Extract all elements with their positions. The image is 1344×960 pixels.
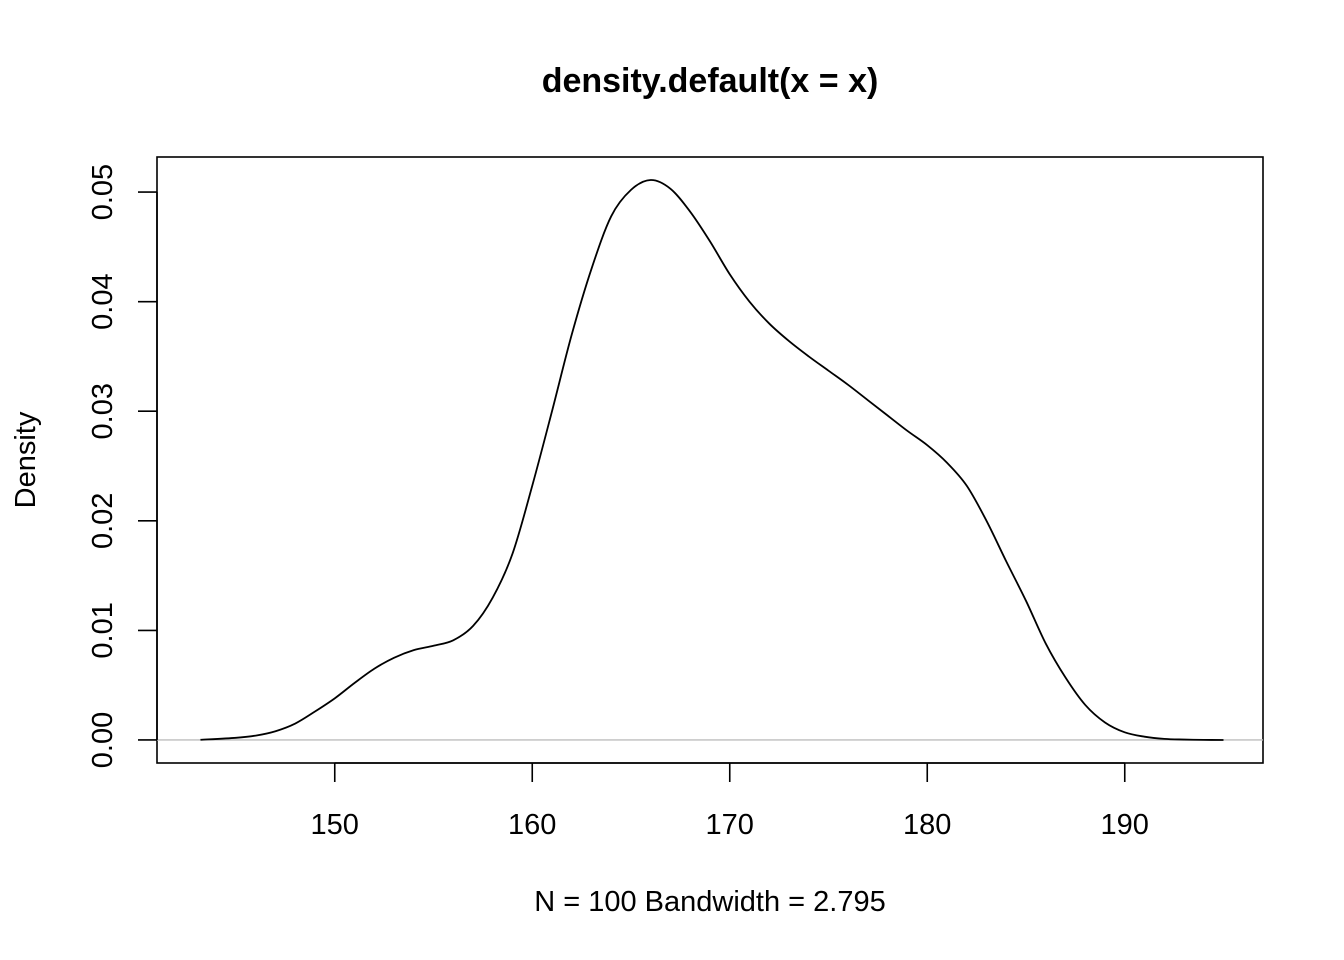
y-tick-label: 0.05 — [87, 164, 119, 220]
y-tick-label: 0.02 — [87, 493, 119, 549]
y-tick-label: 0.03 — [87, 383, 119, 439]
y-tick-label: 0.04 — [87, 273, 119, 329]
x-tick-label: 170 — [706, 809, 754, 841]
x-tick-label: 160 — [508, 809, 556, 841]
y-axis: 0.00 0.01 0.02 0.03 0.04 0.05 — [87, 164, 158, 768]
y-tick-label: 0.01 — [87, 602, 119, 658]
plot-frame — [156, 156, 1264, 764]
y-axis-label: Density — [10, 411, 42, 508]
x-axis: 150 160 170 180 190 — [311, 762, 1149, 841]
density-curve — [200, 179, 1224, 741]
x-tick-label: 190 — [1101, 809, 1149, 841]
x-tick-label: 180 — [903, 809, 951, 841]
x-tick-label: 150 — [311, 809, 359, 841]
y-tick-label: 0.00 — [87, 712, 119, 768]
chart-title: density.default(x = x) — [542, 62, 879, 100]
x-axis-label: N = 100 Bandwidth = 2.795 — [534, 886, 885, 918]
